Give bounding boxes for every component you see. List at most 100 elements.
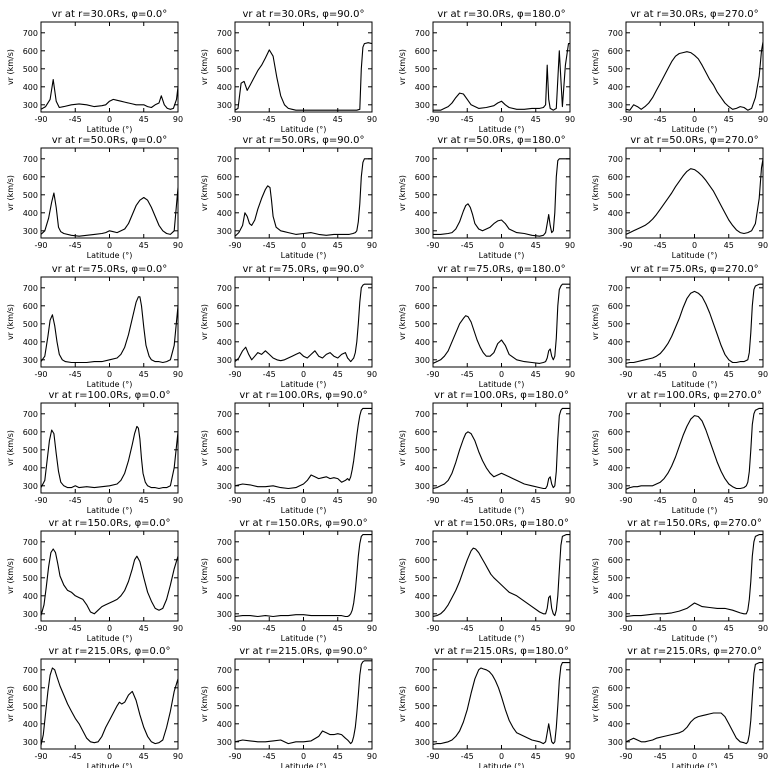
y-tick-label: 600: [23, 173, 38, 182]
y-tick-label: 600: [608, 428, 623, 437]
y-axis-label: vr (km/s): [200, 686, 209, 722]
y-axis-label: vr (km/s): [6, 558, 15, 594]
x-tick-label: -90: [228, 370, 241, 379]
y-axis-label: vr (km/s): [398, 430, 407, 466]
series-line: [235, 158, 372, 237]
x-tick-label: 90: [758, 752, 768, 761]
panel-title: vr at r=215.0Rs, φ=270.0°: [627, 646, 762, 657]
x-tick-label: -45: [263, 241, 276, 250]
y-tick-label: 700: [608, 410, 623, 419]
y-axis-label: vr (km/s): [200, 304, 209, 340]
panel-2-3: vr at r=75.0Rs, φ=270.0° -90 -45 0 45 90 300 40…: [591, 264, 768, 389]
x-tick-label: 0: [107, 241, 112, 250]
y-tick-label: 300: [23, 356, 38, 365]
x-axis-label: Latitude (°): [479, 762, 525, 768]
x-tick-label: 90: [173, 241, 183, 250]
panel-2-2: vr at r=75.0Rs, φ=180.0° -90 -45 0 45 90 300 40…: [398, 264, 575, 389]
y-tick-label: 300: [217, 356, 232, 365]
y-tick-label: 300: [415, 738, 430, 747]
y-tick-label: 500: [217, 65, 232, 74]
y-axis-label: vr (km/s): [200, 558, 209, 594]
series-line: [433, 43, 570, 111]
y-tick-label: 300: [23, 227, 38, 236]
x-tick-label: -45: [461, 496, 474, 505]
x-tick-label: -45: [69, 370, 82, 379]
x-tick-label: 45: [139, 115, 149, 124]
x-axis-label: Latitude (°): [672, 506, 718, 515]
panel-1-0: vr at r=50.0Rs, φ=0.0° -90 -45 0 45 90 300 400 5…: [6, 135, 183, 260]
y-tick-label: 700: [415, 29, 430, 38]
x-axis-label: Latitude (°): [479, 380, 525, 389]
y-tick-label: 500: [415, 191, 430, 200]
y-tick-label: 600: [415, 302, 430, 311]
series-line: [433, 283, 570, 364]
y-tick-label: 300: [415, 482, 430, 491]
y-tick-label: 600: [217, 684, 232, 693]
x-axis-label: Latitude (°): [281, 762, 327, 768]
y-tick-label: 500: [608, 191, 623, 200]
y-tick-label: 700: [23, 284, 38, 293]
y-tick-label: 700: [608, 284, 623, 293]
panel-5-1: vr at r=215.0Rs, φ=90.0° -90 -45 0 45 90 300 40…: [200, 646, 377, 768]
x-tick-label: 45: [724, 115, 734, 124]
x-axis-label: Latitude (°): [672, 762, 718, 768]
x-tick-label: 0: [107, 115, 112, 124]
x-tick-label: -90: [34, 496, 47, 505]
y-axis-label: vr (km/s): [591, 304, 600, 340]
y-tick-label: 500: [608, 574, 623, 583]
y-tick-label: 300: [415, 227, 430, 236]
y-tick-label: 500: [415, 65, 430, 74]
x-tick-label: 0: [692, 115, 697, 124]
x-tick-label: -90: [619, 624, 632, 633]
y-tick-label: 300: [23, 738, 38, 747]
series-line: [41, 296, 178, 364]
y-tick-label: 400: [217, 209, 232, 218]
y-tick-label: 400: [415, 720, 430, 729]
x-tick-label: -90: [426, 752, 439, 761]
x-axis-label: Latitude (°): [87, 762, 133, 768]
y-tick-label: 400: [217, 592, 232, 601]
y-tick-label: 600: [608, 302, 623, 311]
x-tick-label: -90: [228, 752, 241, 761]
x-tick-label: 0: [301, 624, 306, 633]
x-tick-label: 45: [333, 752, 343, 761]
y-tick-label: 700: [415, 666, 430, 675]
y-tick-label: 300: [608, 101, 623, 110]
y-tick-label: 500: [217, 574, 232, 583]
x-tick-label: -90: [619, 370, 632, 379]
y-tick-label: 600: [415, 173, 430, 182]
x-tick-label: -90: [34, 752, 47, 761]
panel-5-2: vr at r=215.0Rs, φ=180.0° -90 -45 0 45 90 300 4…: [398, 646, 575, 768]
x-tick-label: 45: [531, 241, 541, 250]
y-tick-label: 400: [217, 83, 232, 92]
x-tick-label: 0: [107, 752, 112, 761]
x-tick-label: 45: [139, 496, 149, 505]
x-tick-label: -90: [34, 241, 47, 250]
y-tick-label: 300: [608, 738, 623, 747]
x-tick-label: -90: [426, 115, 439, 124]
y-axis-label: vr (km/s): [200, 430, 209, 466]
x-tick-label: 0: [499, 624, 504, 633]
series-line: [626, 407, 763, 490]
x-tick-label: -90: [619, 496, 632, 505]
y-tick-label: 700: [217, 410, 232, 419]
panel-title: vr at r=30.0Rs, φ=90.0°: [243, 9, 365, 20]
y-tick-label: 400: [217, 338, 232, 347]
y-tick-label: 300: [23, 101, 38, 110]
y-tick-label: 300: [608, 482, 623, 491]
y-tick-label: 300: [217, 482, 232, 491]
y-tick-label: 700: [23, 538, 38, 547]
x-tick-label: 45: [531, 624, 541, 633]
x-tick-label: 0: [107, 496, 112, 505]
x-tick-label: 90: [758, 115, 768, 124]
x-tick-label: 45: [531, 370, 541, 379]
y-tick-label: 600: [23, 684, 38, 693]
x-axis-label: Latitude (°): [281, 251, 327, 260]
y-tick-label: 600: [23, 47, 38, 56]
x-tick-label: 45: [724, 752, 734, 761]
panel-title: vr at r=215.0Rs, φ=0.0°: [49, 646, 171, 657]
x-axis-label: Latitude (°): [479, 251, 525, 260]
x-tick-label: 0: [499, 752, 504, 761]
panel-0-0: vr at r=30.0Rs, φ=0.0° -90 -45 0 45 90 300 400 5…: [6, 9, 183, 134]
